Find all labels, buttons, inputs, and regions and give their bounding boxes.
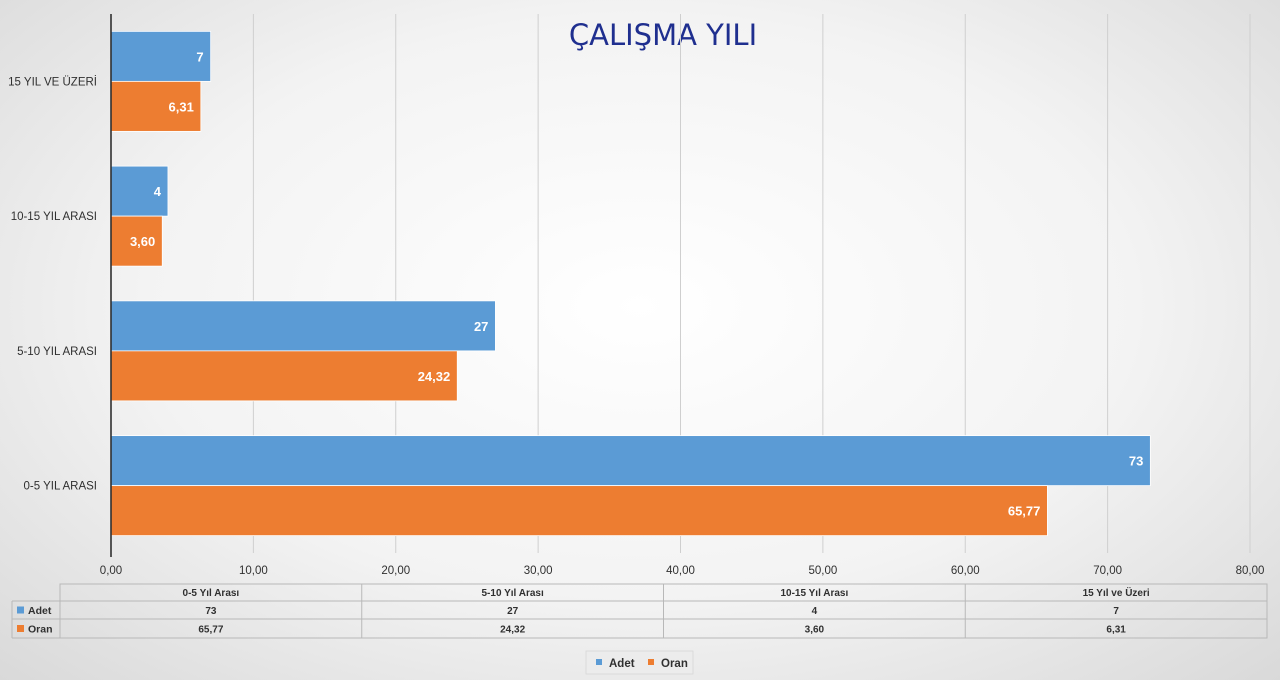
bar-oran [110, 215, 163, 267]
data-label: 65,77 [1008, 504, 1041, 519]
table-series-name: Adet [28, 605, 52, 617]
legend-marker [596, 659, 602, 665]
table-cell: 4 [812, 606, 818, 617]
data-table: 0-5 Yıl Arası 5-10 Yıl Arası 10-15 Yıl Ara… [11, 583, 1268, 639]
data-label: 7 [196, 49, 203, 64]
data-label: 27 [474, 319, 488, 334]
bar-oran [110, 485, 1048, 537]
x-tick-label: 80,00 [1236, 565, 1265, 577]
category-label: 10-15 YIL ARASI [11, 211, 97, 223]
category-label: 15 YIL VE ÜZERİ [8, 75, 97, 88]
data-label: 4 [154, 184, 162, 199]
table-header: 15 Yıl ve Üzeri [1083, 586, 1150, 599]
table-cell: 3,60 [805, 625, 825, 636]
data-label: 73 [1129, 454, 1143, 469]
table-header: 10-15 Yıl Arası [780, 588, 848, 599]
legend-box [585, 650, 694, 675]
x-tick-label: 20,00 [381, 565, 410, 577]
x-tick-label: 10,00 [239, 565, 268, 577]
table-header: 5-10 Yıl Arası [481, 588, 543, 599]
x-tick-label: 70,00 [1093, 565, 1122, 577]
legend: Adet Oran [585, 650, 694, 675]
table-cell: 65,77 [198, 625, 223, 636]
axes: 0,00 10,00 20,00 30,00 40,00 50,00 60,00 70,00 8… [8, 14, 1264, 577]
x-tick-label: 30,00 [524, 565, 553, 577]
x-tick-label: 50,00 [808, 565, 837, 577]
table-cell: 73 [205, 606, 217, 617]
bar-oran [110, 80, 202, 132]
table-cell: 6,31 [1106, 625, 1126, 636]
x-tick-label: 40,00 [666, 565, 695, 577]
legend-label: Oran [661, 658, 688, 670]
bars: 73 65,77 27 24,32 4 3,60 7 6,31 [110, 30, 1151, 537]
bar-adet [110, 30, 212, 82]
table-legend-key [17, 625, 24, 632]
data-label: 6,31 [169, 99, 194, 114]
table-series-name: Oran [28, 624, 53, 636]
category-label: 5-10 YIL ARASI [17, 346, 97, 358]
table-cell: 27 [507, 606, 519, 617]
bar-oran [110, 350, 458, 402]
bar-adet [110, 300, 496, 352]
table-cell: 24,32 [500, 625, 525, 636]
x-tick-label: 0,00 [100, 565, 122, 577]
table-legend-key [17, 606, 24, 614]
legend-label: Adet [609, 658, 635, 670]
legend-marker [648, 659, 654, 665]
category-label: 0-5 YIL ARASI [23, 481, 97, 493]
x-tick-label: 60,00 [951, 565, 980, 577]
table-cell: 7 [1113, 606, 1119, 617]
table-header: 0-5 Yıl Arası [183, 588, 240, 599]
data-label: 3,60 [130, 234, 155, 249]
data-label: 24,32 [418, 369, 451, 384]
bar-adet [110, 435, 1151, 487]
chart-title: ÇALIŞMA YILI [569, 18, 757, 52]
gridlines [252, 14, 1251, 553]
